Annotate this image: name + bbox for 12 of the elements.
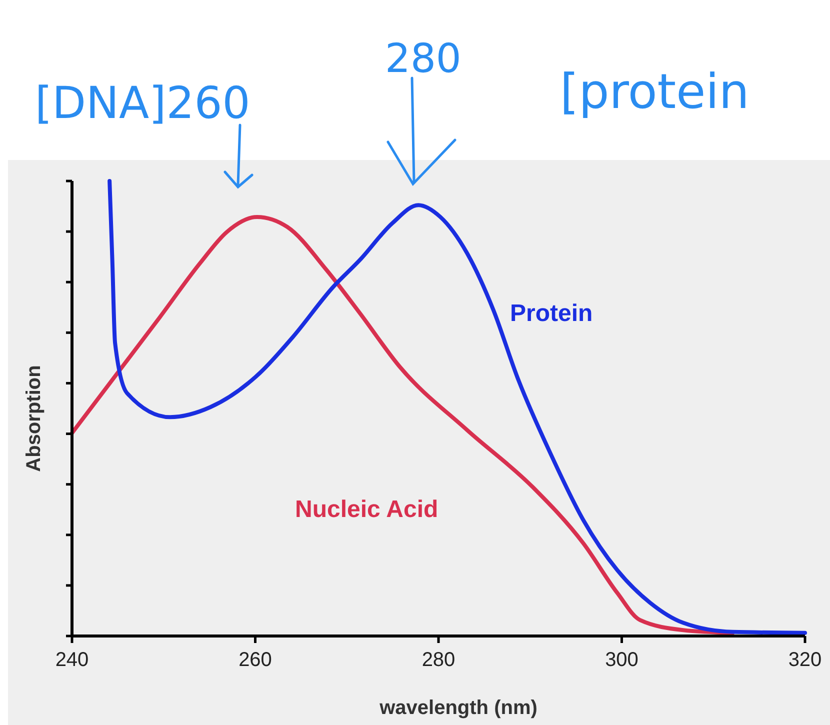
x-tick-label: 280 — [422, 649, 456, 671]
text: Nucleic Acid — [295, 496, 438, 523]
series-label: Protein — [510, 300, 593, 327]
y-axis-title: Absorption — [23, 365, 45, 472]
text: [DNA]260 — [35, 78, 250, 129]
x-axis-title: wavelength (nm) — [378, 697, 538, 719]
text: 280 — [385, 36, 462, 82]
x-tick-label: 300 — [605, 649, 638, 671]
x-tick-label: 320 — [788, 649, 822, 671]
text: [protein — [560, 64, 750, 120]
x-tick-label: 240 — [55, 649, 89, 671]
x-tick-label: 260 — [238, 649, 272, 671]
